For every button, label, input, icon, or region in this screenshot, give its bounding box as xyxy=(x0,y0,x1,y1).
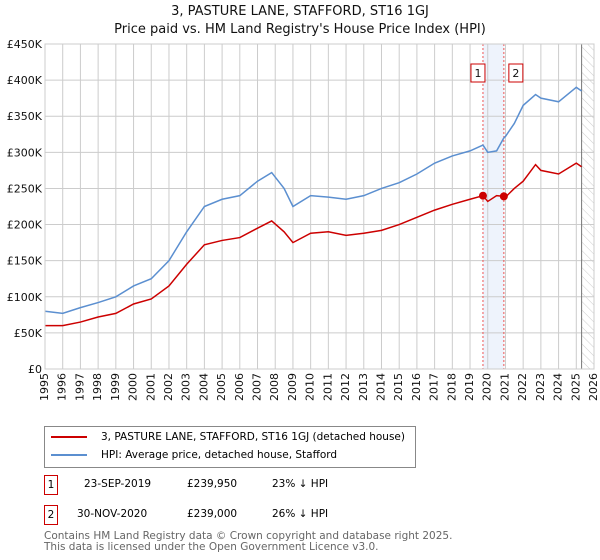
y-tick-label: £400K xyxy=(7,74,43,87)
sale-point xyxy=(499,192,508,201)
forecast-hatch xyxy=(581,44,594,369)
chart-title: 3, PASTURE LANE, STAFFORD, ST16 1GJ xyxy=(171,4,429,19)
x-tick-label: 2013 xyxy=(357,373,370,401)
hpi-line xyxy=(44,86,583,315)
price-line xyxy=(45,162,583,327)
sale-row: 2 30-NOV-2020 £239,000 26% ↓ HPI xyxy=(44,505,444,525)
y-tick-label: £200K xyxy=(7,219,43,232)
x-tick-label: 2014 xyxy=(374,373,387,401)
y-tick-label: £350K xyxy=(7,110,43,123)
legend-item-property: 3, PASTURE LANE, STAFFORD, ST16 1GJ (det… xyxy=(51,431,405,443)
x-tick-label: 2005 xyxy=(215,373,228,401)
y-tick-label: £450K xyxy=(7,38,43,51)
sale-label-box xyxy=(470,63,486,83)
sale-badge: 2 xyxy=(44,505,58,525)
x-tick-label: 2018 xyxy=(445,373,458,401)
y-tick-label: £50K xyxy=(14,327,43,340)
x-tick-label: 2004 xyxy=(197,373,210,401)
x-tick-label: 2022 xyxy=(516,373,529,401)
y-tick-label: £250K xyxy=(7,182,43,195)
y-tick-label: £100K xyxy=(7,291,43,304)
x-tick-label: 2017 xyxy=(428,373,441,401)
x-tick-label: 2008 xyxy=(268,373,281,401)
x-tick-label: 2006 xyxy=(233,373,246,401)
legend: 3, PASTURE LANE, STAFFORD, ST16 1GJ (det… xyxy=(44,426,416,468)
x-tick-label: 1999 xyxy=(109,373,122,401)
x-tick-label: 2016 xyxy=(410,373,423,401)
x-tick-label: 2002 xyxy=(162,373,175,401)
x-tick-label: 2010 xyxy=(304,373,317,401)
y-tick-label: £0 xyxy=(28,363,42,376)
chart-plot: 1995 1996 1997 1998 1999 2000 2001 2002 2003 2004… xyxy=(7,38,600,401)
x-tick-label: 2012 xyxy=(339,373,352,401)
legend-swatch-red xyxy=(51,436,87,438)
sale-price: £239,000 xyxy=(187,508,238,520)
sale-label-box xyxy=(508,63,524,83)
footer-line: This data is licensed under the Open Gov… xyxy=(44,541,379,553)
chart-subtitle: Price paid vs. HM Land Registry's House … xyxy=(114,22,486,37)
x-tick-label: 2026 xyxy=(587,373,600,401)
sale-label: 2 xyxy=(512,67,519,80)
legend-item-hpi: HPI: Average price, detached house, Staf… xyxy=(51,449,337,461)
sale-hpi-diff: 26% ↓ HPI xyxy=(272,508,329,520)
sale-date: 30-NOV-2020 xyxy=(77,508,148,520)
x-tick-label: 2025 xyxy=(569,373,582,401)
x-tick-label: 2021 xyxy=(498,373,511,401)
x-tick-label: 2000 xyxy=(127,373,140,401)
y-tick-label: £150K xyxy=(7,255,43,268)
sale-period-band xyxy=(482,44,504,369)
footer-line: Contains HM Land Registry data © Crown c… xyxy=(44,530,453,542)
footer: Contains HM Land Registry data © Crown c… xyxy=(44,531,452,553)
x-tick-label: 2009 xyxy=(286,373,299,401)
legend-label: HPI: Average price, detached house, Staf… xyxy=(101,449,338,461)
x-tick-label: 1995 xyxy=(38,373,51,401)
x-tick-label: 2007 xyxy=(251,373,264,401)
legend-label: 3, PASTURE LANE, STAFFORD, ST16 1GJ (det… xyxy=(101,431,405,443)
x-tick-label: 2020 xyxy=(481,373,494,401)
sale-date: 23-SEP-2019 xyxy=(84,478,152,490)
x-tick-label: 1998 xyxy=(91,373,104,401)
plot-frame xyxy=(44,43,595,370)
x-tick-label: 2003 xyxy=(180,373,193,401)
sale-badge: 1 xyxy=(44,475,58,495)
x-tick-label: 2015 xyxy=(392,373,405,401)
x-tick-label: 2024 xyxy=(552,373,565,401)
sale-price: £239,950 xyxy=(187,478,238,490)
x-tick-label: 2023 xyxy=(534,373,547,401)
y-tick-label: £300K xyxy=(7,146,43,159)
sale-point xyxy=(478,191,487,200)
sale-hpi-diff: 23% ↓ HPI xyxy=(272,478,329,490)
x-tick-label: 2011 xyxy=(321,373,334,401)
x-tick-label: 1996 xyxy=(56,373,69,401)
sale-row: 1 23-SEP-2019 £239,950 23% ↓ HPI xyxy=(44,475,444,495)
x-tick-label: 2001 xyxy=(144,373,157,401)
x-tick-label: 1997 xyxy=(73,373,86,401)
legend-swatch-blue xyxy=(51,454,87,456)
x-tick-label: 2019 xyxy=(463,373,476,401)
sale-label: 1 xyxy=(474,67,481,80)
